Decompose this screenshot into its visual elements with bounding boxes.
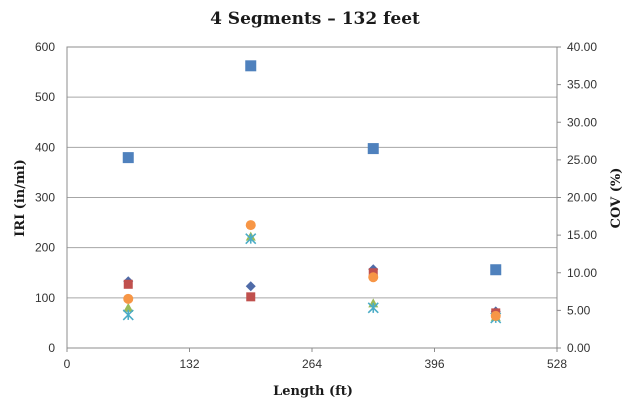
x-tick-label: 396 xyxy=(424,357,444,371)
data-point-circle xyxy=(368,272,379,283)
data-point-square xyxy=(367,143,379,155)
y2-tick-label: 15.00 xyxy=(567,228,597,242)
data-point-triangle xyxy=(123,302,134,312)
y-tick-label: 200 xyxy=(35,241,55,255)
y-axis-label: IRI (in/mi) xyxy=(13,159,28,237)
y2-tick-label: 40.00 xyxy=(567,40,597,54)
y-tick-label: 400 xyxy=(35,140,55,154)
data-point-square xyxy=(245,60,257,72)
data-point-x xyxy=(367,302,379,314)
data-points xyxy=(122,60,502,324)
x-tick-label: 0 xyxy=(64,357,71,371)
y2-tick-label: 35.00 xyxy=(567,78,597,92)
data-point-circle xyxy=(490,310,501,321)
x-tick-label: 528 xyxy=(547,357,567,371)
data-point-square xyxy=(246,292,256,302)
gridlines xyxy=(66,46,561,352)
y2-tick-label: 30.00 xyxy=(567,115,597,129)
data-point-square xyxy=(123,279,133,289)
data-point-x xyxy=(122,309,134,321)
tick-labels: 0 100 200 300 400 500 600 0.00 5.00 10.00 15.00 20.… xyxy=(35,40,597,371)
chart-title: 4 Segments – 132 feet xyxy=(210,9,420,29)
data-point-circle xyxy=(245,220,256,231)
y-tick-label: 0 xyxy=(48,341,55,355)
y-tick-label: 300 xyxy=(35,191,55,205)
y-tick-label: 600 xyxy=(35,40,55,54)
y2-axis-label: COV (%) xyxy=(609,168,624,229)
y2-tick-label: 10.00 xyxy=(567,266,597,280)
data-point-diamond xyxy=(245,281,256,292)
y2-tick-label: 5.00 xyxy=(567,303,591,317)
y-tick-label: 100 xyxy=(35,291,55,305)
data-point-x xyxy=(245,233,257,245)
y2-tick-label: 25.00 xyxy=(567,153,597,167)
y2-tick-label: 20.00 xyxy=(567,191,597,205)
y-tick-label: 500 xyxy=(35,90,55,104)
data-point-circle xyxy=(123,293,134,304)
data-point-square xyxy=(490,264,502,276)
x-tick-label: 264 xyxy=(302,357,322,371)
data-point-square xyxy=(122,152,134,164)
plot-frame xyxy=(66,46,558,349)
x-tick-label: 132 xyxy=(179,357,199,371)
y2-tick-label: 0.00 xyxy=(567,341,591,355)
x-axis-label: Length (ft) xyxy=(273,384,353,399)
